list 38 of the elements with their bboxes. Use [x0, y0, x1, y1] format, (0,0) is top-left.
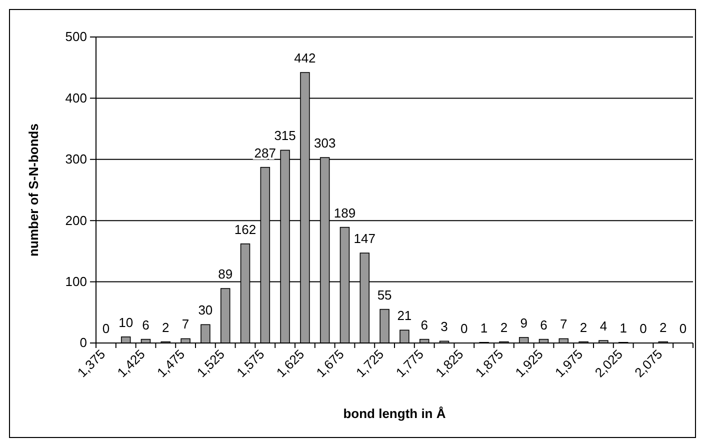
- data-label: 9: [520, 315, 528, 330]
- y-axis-title: number of S-N-bonds: [26, 124, 41, 256]
- data-label: 2: [162, 320, 170, 335]
- data-label: 2: [580, 320, 588, 335]
- data-label: 3: [440, 319, 448, 334]
- data-label: 1: [620, 320, 627, 336]
- y-tick-label: 500: [65, 29, 87, 44]
- data-label: 21: [397, 308, 412, 324]
- y-tick-label: 100: [65, 274, 87, 289]
- y-tick-label: 400: [65, 90, 87, 106]
- data-label: 4: [600, 318, 608, 334]
- data-label: 89: [218, 266, 233, 282]
- y-tick-label: 300: [65, 152, 87, 167]
- data-label: 0: [102, 321, 110, 336]
- data-label: 162: [234, 222, 256, 237]
- data-label: 287: [254, 145, 276, 160]
- data-label: 2: [500, 320, 508, 335]
- y-tick-label: 200: [65, 212, 87, 228]
- data-label: 7: [182, 316, 190, 332]
- data-label: 55: [377, 287, 392, 302]
- data-label: 189: [334, 205, 356, 220]
- data-label: 2: [660, 320, 667, 335]
- data-label: 6: [420, 317, 428, 332]
- data-label: 0: [679, 321, 687, 336]
- data-label: 303: [314, 136, 336, 151]
- data-label: 147: [354, 231, 376, 246]
- data-label: 315: [274, 128, 296, 144]
- data-label: 10: [118, 314, 134, 330]
- y-tick-label: 0: [80, 335, 87, 350]
- data-label: 30: [198, 302, 213, 318]
- data-label: 7: [560, 316, 568, 332]
- data-label: 6: [540, 317, 548, 332]
- data-label: 1: [480, 320, 488, 336]
- data-label: 0: [640, 321, 647, 336]
- x-axis-title: bond length in Å: [343, 406, 446, 421]
- data-label: 0: [460, 321, 468, 336]
- data-label: 442: [294, 50, 316, 66]
- data-label: 6: [142, 317, 150, 332]
